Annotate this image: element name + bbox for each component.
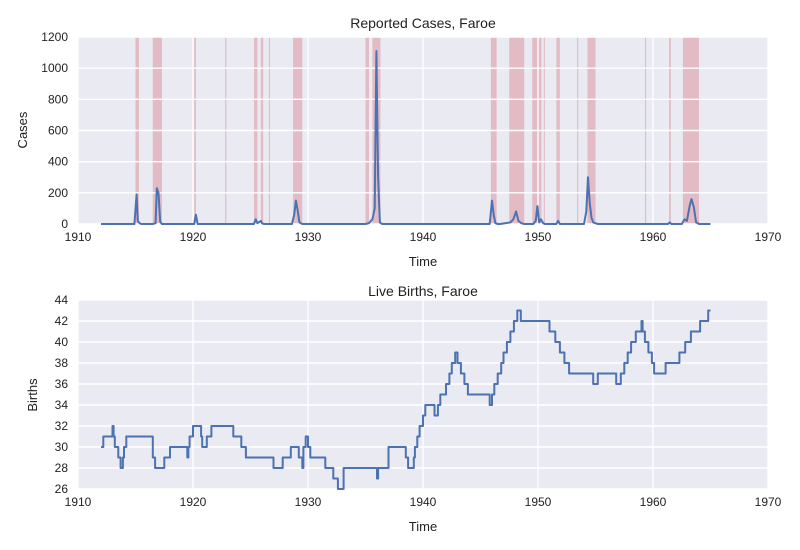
y-tick-label-2: 30 [55, 440, 69, 454]
births-y-label: Births [25, 378, 40, 412]
y-tick-label-3: 600 [48, 124, 68, 138]
y-tick-label-0: 26 [55, 482, 69, 496]
y-tick-label-5: 36 [55, 377, 69, 391]
y-tick-label-9: 44 [55, 293, 69, 307]
cases-panel: 1910 1920 1930 1940 1950 1960 1970 0 200 400 600 8… [15, 15, 782, 269]
y-tick-label-8: 42 [55, 314, 69, 328]
births-line [101, 309, 711, 490]
x-tick-label-6: 1970 [755, 230, 782, 244]
x-tick-label-4: 1950 [525, 230, 552, 244]
x-tick-label-4: 1950 [525, 495, 552, 509]
y-tick-label-4: 800 [48, 92, 68, 106]
y-tick-label-5: 1000 [41, 61, 68, 75]
x-tick-label-6: 1970 [755, 495, 782, 509]
x-tick-label-0: 1910 [65, 230, 92, 244]
x-tick-label-1: 1920 [180, 230, 207, 244]
x-tick-label-3: 1940 [410, 495, 437, 509]
x-tick-label-3: 1940 [410, 230, 437, 244]
births-panel: 1910 1920 1930 1940 1950 1960 1970 26 28 30 32 34 3… [25, 283, 782, 534]
y-tick-label-1: 200 [48, 186, 68, 200]
x-tick-label-1: 1920 [180, 495, 207, 509]
births-title: Live Births, Faroe [368, 283, 478, 299]
x-tick-label-0: 1910 [65, 495, 92, 509]
y-tick-label-1: 28 [55, 461, 69, 475]
y-tick-label-4: 34 [55, 398, 69, 412]
cases-title: Reported Cases, Faroe [350, 15, 496, 31]
x-tick-label-2: 1930 [295, 495, 322, 509]
cases-x-label: Time [409, 254, 437, 269]
cases-x-tick-labels: 1910 1920 1930 1940 1950 1960 1970 [65, 230, 782, 244]
x-tick-label-5: 1960 [640, 495, 667, 509]
y-tick-label-7: 40 [55, 335, 69, 349]
y-tick-label-6: 38 [55, 356, 69, 370]
cases-y-tick-labels: 0 200 400 600 800 1000 1200 [41, 30, 68, 231]
x-tick-label-2: 1930 [295, 230, 322, 244]
y-tick-label-3: 32 [55, 419, 69, 433]
cases-y-label: Cases [15, 111, 30, 148]
births-y-tick-labels: 26 28 30 32 34 36 38 40 42 44 [55, 293, 69, 496]
births-x-label: Time [409, 519, 437, 534]
y-tick-label-6: 1200 [41, 30, 68, 44]
births-x-tick-labels: 1910 1920 1930 1940 1950 1960 1970 [65, 495, 782, 509]
cases-line [101, 50, 711, 225]
y-tick-label-0: 0 [61, 217, 68, 231]
x-tick-label-5: 1960 [640, 230, 667, 244]
y-tick-label-2: 400 [48, 155, 68, 169]
